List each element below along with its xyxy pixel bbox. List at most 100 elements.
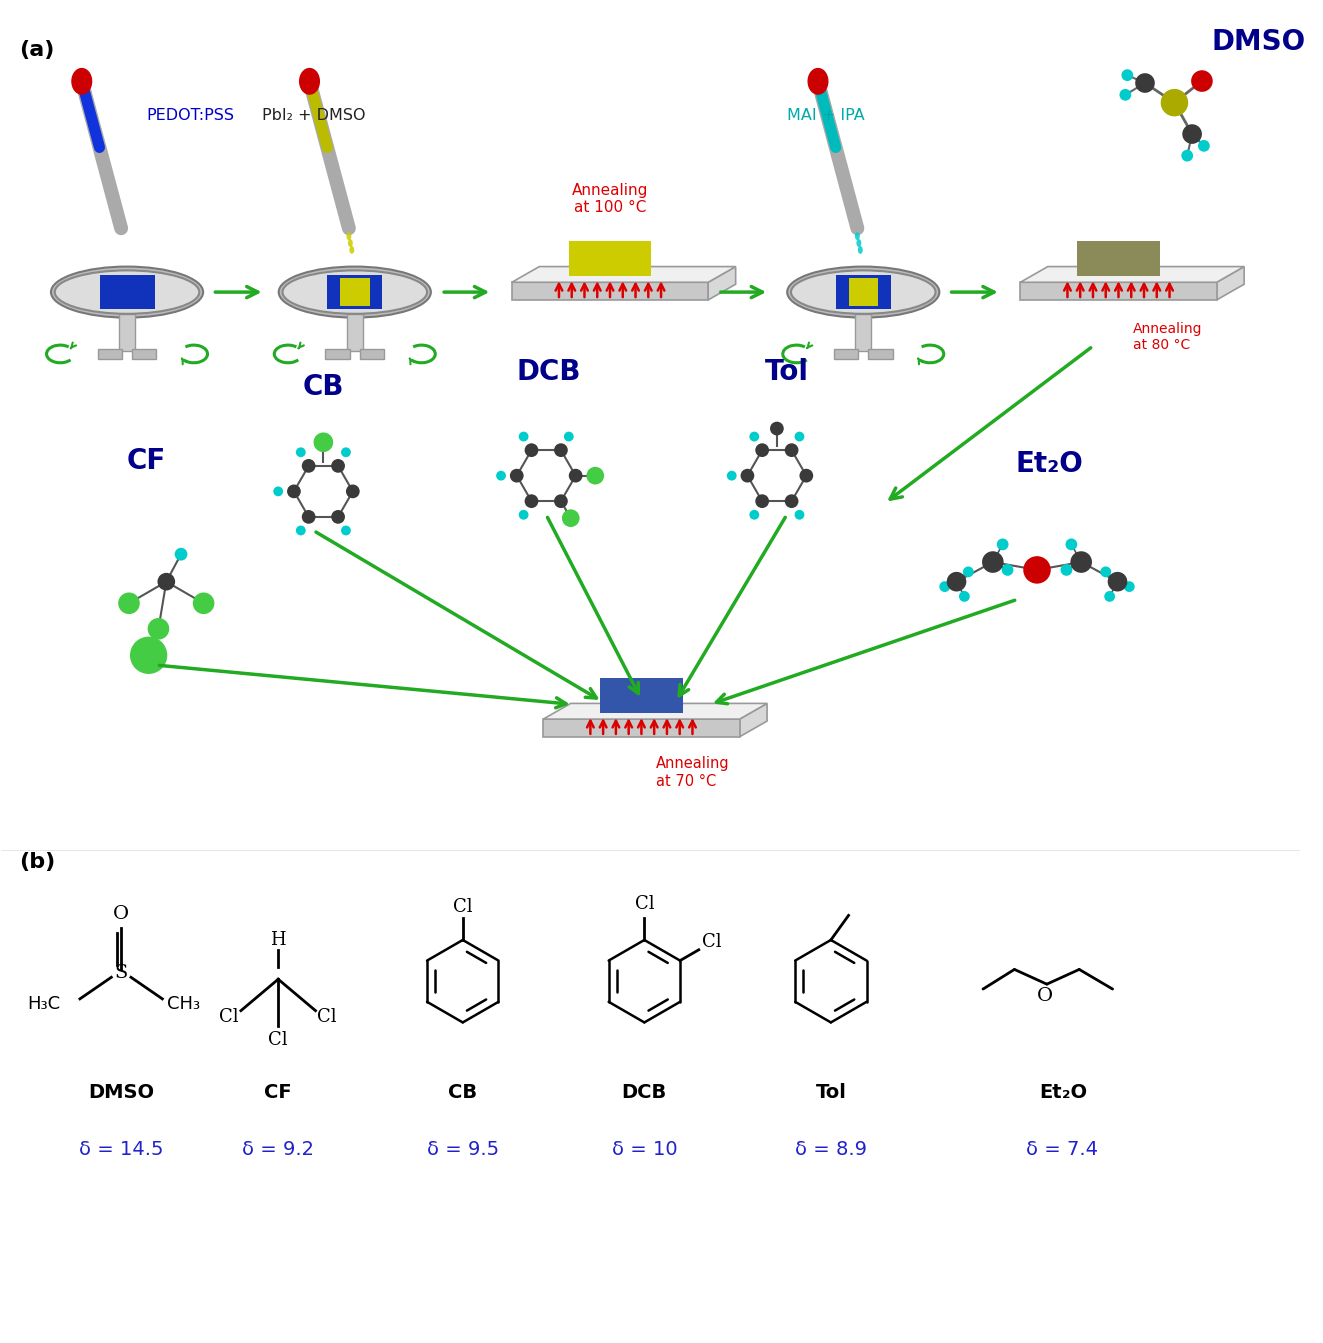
- Ellipse shape: [1191, 70, 1213, 91]
- Text: O: O: [112, 905, 130, 924]
- Polygon shape: [740, 704, 767, 737]
- Ellipse shape: [808, 68, 828, 94]
- Ellipse shape: [274, 486, 283, 497]
- FancyBboxPatch shape: [856, 314, 871, 351]
- Text: Tol: Tol: [765, 359, 808, 387]
- FancyBboxPatch shape: [601, 678, 683, 713]
- Ellipse shape: [1181, 150, 1193, 161]
- Polygon shape: [708, 266, 736, 299]
- Text: (a): (a): [19, 40, 54, 60]
- Ellipse shape: [562, 509, 579, 526]
- FancyBboxPatch shape: [347, 314, 363, 351]
- Ellipse shape: [1160, 89, 1188, 117]
- Ellipse shape: [54, 270, 200, 314]
- Ellipse shape: [1065, 539, 1077, 551]
- Ellipse shape: [755, 494, 769, 508]
- Text: δ = 14.5: δ = 14.5: [79, 1140, 164, 1159]
- Ellipse shape: [939, 582, 950, 592]
- FancyBboxPatch shape: [119, 314, 135, 351]
- Text: PbI₂ + DMSO: PbI₂ + DMSO: [262, 107, 365, 124]
- Ellipse shape: [296, 525, 306, 536]
- Text: CB: CB: [303, 373, 344, 402]
- Ellipse shape: [791, 270, 935, 314]
- Text: Cl: Cl: [635, 894, 654, 913]
- Ellipse shape: [519, 431, 528, 442]
- Text: DCB: DCB: [517, 359, 581, 387]
- Ellipse shape: [1061, 564, 1073, 576]
- Ellipse shape: [175, 548, 188, 560]
- Ellipse shape: [348, 239, 353, 247]
- Ellipse shape: [1002, 564, 1013, 576]
- FancyBboxPatch shape: [868, 349, 893, 359]
- Ellipse shape: [148, 618, 169, 639]
- Ellipse shape: [996, 539, 1008, 551]
- Polygon shape: [512, 282, 708, 299]
- Ellipse shape: [283, 270, 427, 314]
- Ellipse shape: [157, 573, 175, 591]
- Ellipse shape: [785, 494, 799, 508]
- Text: DCB: DCB: [622, 1082, 667, 1101]
- Ellipse shape: [586, 467, 605, 485]
- Ellipse shape: [785, 443, 799, 457]
- Ellipse shape: [279, 266, 431, 318]
- Text: Cl: Cl: [220, 1007, 239, 1026]
- Ellipse shape: [345, 485, 360, 498]
- Polygon shape: [1020, 282, 1217, 299]
- FancyBboxPatch shape: [1077, 240, 1160, 277]
- FancyBboxPatch shape: [98, 349, 122, 359]
- Text: Et: Et: [1039, 1082, 1061, 1101]
- Ellipse shape: [795, 510, 804, 520]
- Text: Et₂O: Et₂O: [1016, 450, 1084, 478]
- Text: ₂O: ₂O: [1061, 1082, 1086, 1101]
- Polygon shape: [1020, 266, 1244, 282]
- Text: CB: CB: [448, 1082, 478, 1101]
- Ellipse shape: [554, 443, 568, 457]
- Ellipse shape: [787, 266, 939, 318]
- Ellipse shape: [1070, 551, 1091, 573]
- Ellipse shape: [963, 567, 974, 577]
- Text: δ = 9.2: δ = 9.2: [242, 1140, 314, 1159]
- Ellipse shape: [519, 510, 528, 520]
- Text: CF: CF: [265, 1082, 292, 1101]
- Ellipse shape: [341, 447, 351, 457]
- Text: CF: CF: [127, 447, 167, 475]
- Text: δ = 8.9: δ = 8.9: [795, 1140, 867, 1159]
- Ellipse shape: [71, 68, 91, 94]
- Ellipse shape: [296, 447, 306, 457]
- Ellipse shape: [855, 232, 860, 240]
- Text: Cl: Cl: [318, 1007, 337, 1026]
- Ellipse shape: [770, 422, 783, 435]
- FancyBboxPatch shape: [340, 278, 369, 306]
- Text: δ = 9.5: δ = 9.5: [427, 1140, 499, 1159]
- FancyBboxPatch shape: [833, 349, 859, 359]
- Ellipse shape: [959, 591, 970, 602]
- FancyBboxPatch shape: [327, 275, 382, 309]
- Ellipse shape: [554, 494, 568, 508]
- Text: (b): (b): [19, 851, 56, 872]
- Ellipse shape: [799, 469, 814, 482]
- Ellipse shape: [331, 459, 345, 473]
- Text: PEDOT:PSS: PEDOT:PSS: [147, 107, 234, 124]
- Ellipse shape: [795, 431, 804, 442]
- Ellipse shape: [1105, 591, 1115, 602]
- Ellipse shape: [741, 469, 754, 482]
- Ellipse shape: [1119, 89, 1131, 101]
- Ellipse shape: [341, 525, 351, 536]
- Ellipse shape: [525, 443, 538, 457]
- FancyBboxPatch shape: [99, 275, 155, 309]
- FancyBboxPatch shape: [132, 349, 156, 359]
- Ellipse shape: [302, 510, 315, 524]
- Ellipse shape: [569, 469, 582, 482]
- Ellipse shape: [749, 431, 759, 442]
- Polygon shape: [544, 704, 767, 719]
- Polygon shape: [544, 719, 740, 737]
- Text: CH₃: CH₃: [167, 995, 200, 1013]
- Ellipse shape: [1122, 70, 1134, 81]
- Ellipse shape: [347, 232, 352, 240]
- FancyBboxPatch shape: [836, 275, 890, 309]
- Ellipse shape: [1101, 567, 1111, 577]
- Text: Cl: Cl: [269, 1031, 288, 1049]
- Ellipse shape: [564, 431, 574, 442]
- Ellipse shape: [857, 246, 863, 254]
- Ellipse shape: [118, 592, 140, 614]
